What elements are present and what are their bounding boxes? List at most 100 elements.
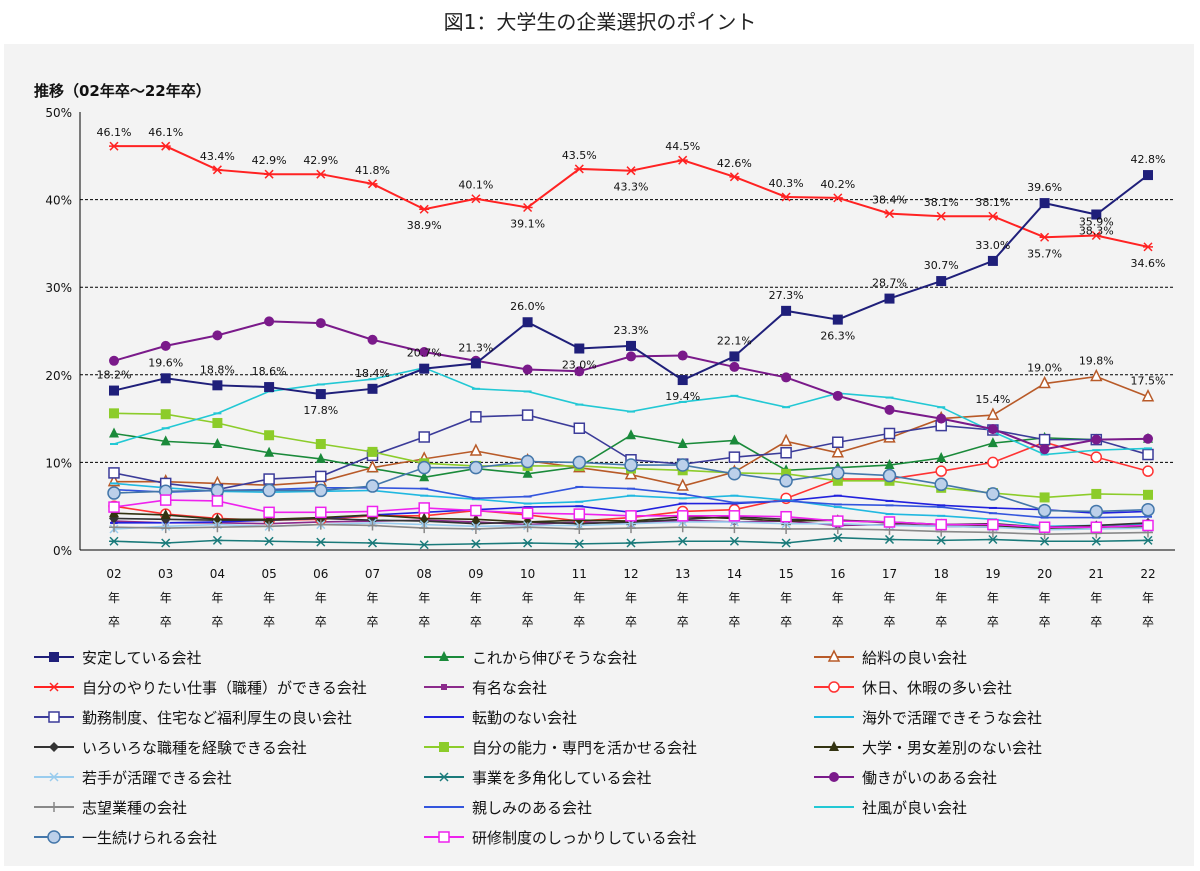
data-point — [522, 317, 533, 328]
data-point — [987, 534, 998, 545]
data-point — [367, 538, 378, 548]
data-point — [1143, 489, 1153, 500]
data-point — [987, 456, 999, 469]
data-point — [109, 141, 119, 151]
data-point — [160, 340, 171, 351]
data-label: 23.3% — [614, 324, 649, 337]
data-point — [109, 408, 119, 419]
data-point — [729, 172, 740, 182]
data-point — [264, 169, 275, 179]
series-17 — [110, 366, 1152, 456]
data-point — [367, 383, 378, 394]
x-tick-label: 05 — [261, 567, 276, 581]
data-point — [832, 193, 843, 203]
data-point — [212, 535, 223, 545]
data-point — [1143, 535, 1153, 545]
data-point — [1039, 232, 1050, 242]
data-point — [884, 293, 895, 304]
data-point — [624, 466, 638, 480]
data-label: 38.9% — [407, 219, 442, 232]
legend-marker — [439, 651, 449, 661]
data-point — [109, 385, 119, 396]
data-label: 19.0% — [1027, 362, 1062, 375]
data-point — [160, 141, 171, 151]
data-point — [315, 318, 326, 329]
x-tick-label: 卒 — [418, 615, 430, 629]
x-tick-label: 卒 — [677, 615, 689, 629]
data-point — [677, 155, 688, 165]
data-point — [883, 516, 896, 528]
x-tick-label: 03 — [158, 567, 173, 581]
data-point — [781, 468, 792, 479]
data-point — [108, 501, 120, 513]
data-point — [987, 255, 998, 266]
x-tick-label: 年 — [470, 591, 482, 605]
data-point — [367, 446, 378, 457]
data-point — [987, 518, 999, 531]
legend-marker — [827, 649, 841, 662]
data-point — [212, 522, 223, 533]
data-point — [109, 522, 119, 533]
data-point — [1091, 434, 1102, 445]
data-point — [417, 460, 431, 475]
data-point — [109, 355, 119, 366]
data-point — [1039, 492, 1050, 503]
data-point — [419, 471, 430, 482]
data-label: 43.3% — [614, 181, 649, 194]
data-label: 19.6% — [148, 356, 183, 369]
data-point — [315, 452, 326, 463]
legend-item: 親しみのある会社 — [424, 799, 592, 817]
legend-item: 休日、休暇の多い会社 — [814, 679, 1012, 697]
y-tick-label: 10% — [45, 456, 72, 470]
data-label: 39.6% — [1027, 181, 1062, 194]
x-tick-label: 年 — [108, 591, 120, 605]
x-tick-label: 年 — [1039, 591, 1051, 605]
data-label: 38.1% — [924, 196, 959, 209]
legend-label: 一生続けられる会社 — [82, 829, 217, 847]
data-point — [729, 351, 740, 362]
x-tick-label: 卒 — [315, 615, 327, 629]
legend-marker — [439, 742, 449, 752]
x-tick-label: 22 — [1140, 567, 1155, 581]
x-tick-label: 04 — [210, 567, 225, 581]
data-label: 30.7% — [924, 259, 959, 272]
legend-label: 志望業種の会社 — [82, 799, 187, 817]
data-point — [781, 372, 792, 383]
data-label: 44.5% — [665, 140, 700, 153]
data-point — [780, 510, 792, 523]
data-point — [934, 477, 948, 492]
data-point — [1142, 519, 1154, 532]
legend-marker — [439, 772, 449, 782]
data-point — [574, 164, 585, 174]
legend-label: 勤務制度、住宅など福利厚生の良い会社 — [82, 709, 352, 727]
data-point — [1143, 433, 1153, 444]
data-point — [264, 536, 275, 546]
legend-label: 休日、休暇の多い会社 — [862, 679, 1012, 697]
data-label: 21.3% — [458, 341, 493, 354]
series-15 — [109, 519, 1153, 540]
data-point — [521, 409, 534, 421]
data-label: 34.6% — [1131, 257, 1166, 270]
x-tick-label: 年 — [211, 591, 223, 605]
data-label: 42.6% — [717, 157, 752, 170]
data-point — [781, 538, 792, 548]
data-label: 42.9% — [303, 154, 338, 167]
legend-marker — [49, 742, 59, 752]
legend-marker — [47, 830, 61, 844]
data-point — [626, 340, 636, 351]
legend-label: 海外で活躍できそうな会社 — [862, 709, 1042, 727]
data-point — [677, 375, 688, 386]
data-point — [832, 390, 843, 401]
x-tick-label: 卒 — [1090, 615, 1102, 629]
x-tick-label: 年 — [263, 591, 275, 605]
data-point — [832, 515, 844, 527]
legend-item: 一生続けられる会社 — [34, 829, 217, 847]
x-tick-label: 18 — [934, 567, 949, 581]
data-point — [470, 194, 481, 204]
data-point — [574, 366, 585, 377]
x-tick-label: 08 — [417, 567, 432, 581]
legend-marker — [49, 772, 59, 782]
data-point — [419, 523, 430, 534]
data-point — [522, 467, 533, 478]
